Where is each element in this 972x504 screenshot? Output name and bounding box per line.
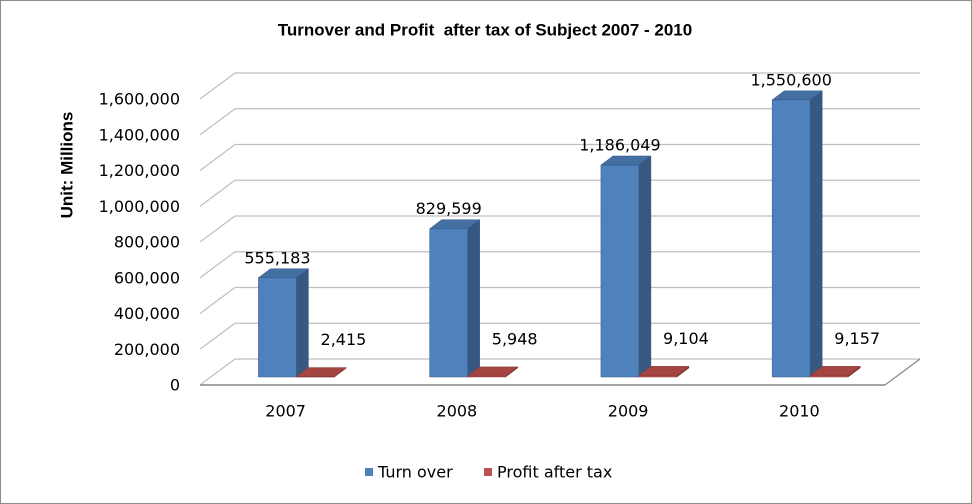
- bar-turn-over-2010: [771, 90, 823, 378]
- bar-side-face: [467, 219, 480, 378]
- legend: Turn over Profit after tax: [365, 463, 612, 482]
- legend-item-profit-after-tax: Profit after tax: [484, 463, 612, 482]
- bar-top-face: [600, 155, 652, 166]
- y-axis-label: Unit: Millions: [58, 112, 77, 219]
- bar-profit-after-tax-2010: [809, 365, 861, 378]
- bar-front-face: [600, 164, 640, 378]
- data-label-turn-over-2010: 1,550,600: [750, 70, 831, 89]
- bar-front-face: [429, 228, 468, 378]
- bar-turn-over-2009: [600, 155, 652, 378]
- bar-profit-after-tax-2008: [466, 366, 519, 378]
- data-label-profit-after-tax-2008: 5,948: [492, 329, 538, 348]
- bar-turn-over-2008: [428, 219, 481, 378]
- bar-top-face: [638, 366, 690, 376]
- floor-right-edge: [884, 358, 921, 386]
- data-label-profit-after-tax-2007: 2,415: [321, 330, 367, 349]
- gridlines: [199, 72, 921, 386]
- y-tick-label: 600,000: [114, 268, 180, 287]
- y-tick-label: 0: [170, 376, 180, 395]
- legend-swatch-profit-after-tax: [484, 468, 492, 476]
- bar-top-face: [257, 268, 310, 279]
- bar-top-face: [428, 219, 481, 229]
- axis-labels: 0 200,000 400,000 600,000 800,000 1,000,000 1,…: [99, 90, 820, 421]
- bars: [257, 90, 861, 378]
- bar-profit-after-tax-2009: [638, 365, 690, 378]
- chart-title: Turnover and Profit after tax of Subject…: [278, 21, 692, 40]
- x-tick-label: 2010: [779, 402, 820, 421]
- y-tick-label: 1,600,000: [99, 90, 180, 109]
- gridline: [199, 286, 920, 314]
- y-tick-label: 1,000,000: [99, 197, 180, 216]
- data-label-profit-after-tax-2010: 9,157: [834, 329, 880, 348]
- bar-top-face: [809, 366, 861, 376]
- y-tick-label: 800,000: [114, 233, 180, 252]
- gridline: [199, 358, 920, 386]
- gridline: [199, 251, 920, 279]
- bar-top-face: [466, 366, 519, 377]
- bar-top-face: [771, 90, 823, 101]
- x-tick-label: 2009: [608, 402, 649, 421]
- legend-item-turn-over: Turn over: [365, 463, 453, 482]
- data-labels: 555,183 2,415 829,599 5,948 1,186,049 9,104 1,…: [244, 70, 880, 349]
- y-tick-label: 200,000: [114, 340, 180, 359]
- bar-top-face: [295, 367, 348, 377]
- gridline: [199, 108, 920, 136]
- data-label-turn-over-2007: 555,183: [244, 248, 310, 267]
- legend-label-turn-over: Turn over: [377, 463, 453, 482]
- legend-label-profit-after-tax: Profit after tax: [497, 463, 612, 482]
- data-label-turn-over-2008: 829,599: [416, 199, 482, 218]
- bar-profit-after-tax-2007: [295, 367, 348, 378]
- x-tick-label: 2007: [265, 402, 306, 421]
- y-tick-label: 1,200,000: [99, 161, 180, 180]
- y-tick-label: 1,400,000: [99, 125, 180, 144]
- bar-front-face: [258, 277, 297, 378]
- data-label-profit-after-tax-2009: 9,104: [663, 329, 709, 348]
- bar-side-face: [296, 268, 309, 378]
- bar-side-face: [809, 90, 823, 378]
- gridline: [199, 72, 920, 100]
- x-tick-label: 2008: [437, 402, 478, 421]
- gridline: [199, 143, 920, 171]
- gridline: [199, 322, 920, 350]
- y-tick-label: 400,000: [114, 304, 180, 323]
- bar-front-face: [771, 99, 811, 378]
- data-label-turn-over-2009: 1,186,049: [579, 135, 660, 154]
- gridline: [199, 179, 920, 207]
- legend-swatch-turn-over: [365, 468, 373, 476]
- bar-turn-over-2007: [257, 268, 310, 378]
- gridline: [199, 215, 920, 243]
- bar-side-face: [638, 155, 652, 378]
